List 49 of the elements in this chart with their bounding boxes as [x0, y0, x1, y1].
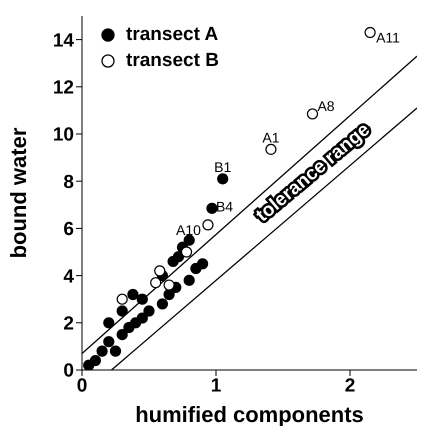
- annotation: A11: [376, 30, 400, 46]
- point: [306, 108, 318, 120]
- point: [265, 144, 277, 155]
- point: [206, 202, 218, 214]
- y-tick-label: 2: [63, 314, 74, 335]
- y-tick-label: 14: [52, 30, 74, 52]
- point: [164, 279, 175, 291]
- annotation: A10: [176, 222, 202, 238]
- point: [150, 277, 162, 288]
- point: [197, 258, 208, 270]
- point: [180, 246, 192, 258]
- point: [136, 312, 148, 324]
- y-tick-label: 10: [52, 124, 74, 146]
- y-axis-title: bound water: [6, 127, 31, 258]
- point: [103, 336, 114, 348]
- point: [123, 322, 134, 334]
- annotation: B1: [214, 158, 232, 175]
- point: [83, 360, 94, 370]
- annotation: B4: [216, 198, 234, 214]
- point: [156, 298, 168, 310]
- legend-label: transect A: [126, 24, 218, 46]
- point: [202, 219, 214, 230]
- point: [184, 274, 195, 286]
- y-tick-label: 4: [63, 266, 74, 288]
- point: [154, 265, 166, 276]
- point: [116, 305, 128, 317]
- point: [143, 305, 155, 317]
- point: [364, 26, 376, 38]
- point: [103, 317, 114, 328]
- annotation: A8: [317, 98, 335, 114]
- point: [184, 234, 195, 246]
- point: [110, 346, 122, 357]
- point: [217, 173, 228, 184]
- point: [136, 294, 148, 305]
- y-tick-label: 6: [63, 219, 74, 240]
- legend-label: transect B: [126, 50, 219, 72]
- x-tick-label: 1: [210, 375, 222, 396]
- point: [116, 329, 128, 340]
- x-tick-label: 0: [76, 375, 88, 396]
- x-tick-label: 2: [344, 375, 356, 396]
- point: [116, 294, 128, 305]
- annotation: A1: [262, 129, 280, 146]
- y-tick-label: 8: [63, 172, 74, 193]
- y-tick-label: 12: [52, 78, 74, 99]
- point: [127, 288, 139, 300]
- point: [96, 346, 108, 357]
- point: [172, 251, 184, 262]
- y-tick-label: 0: [63, 360, 74, 382]
- point: [164, 288, 175, 300]
